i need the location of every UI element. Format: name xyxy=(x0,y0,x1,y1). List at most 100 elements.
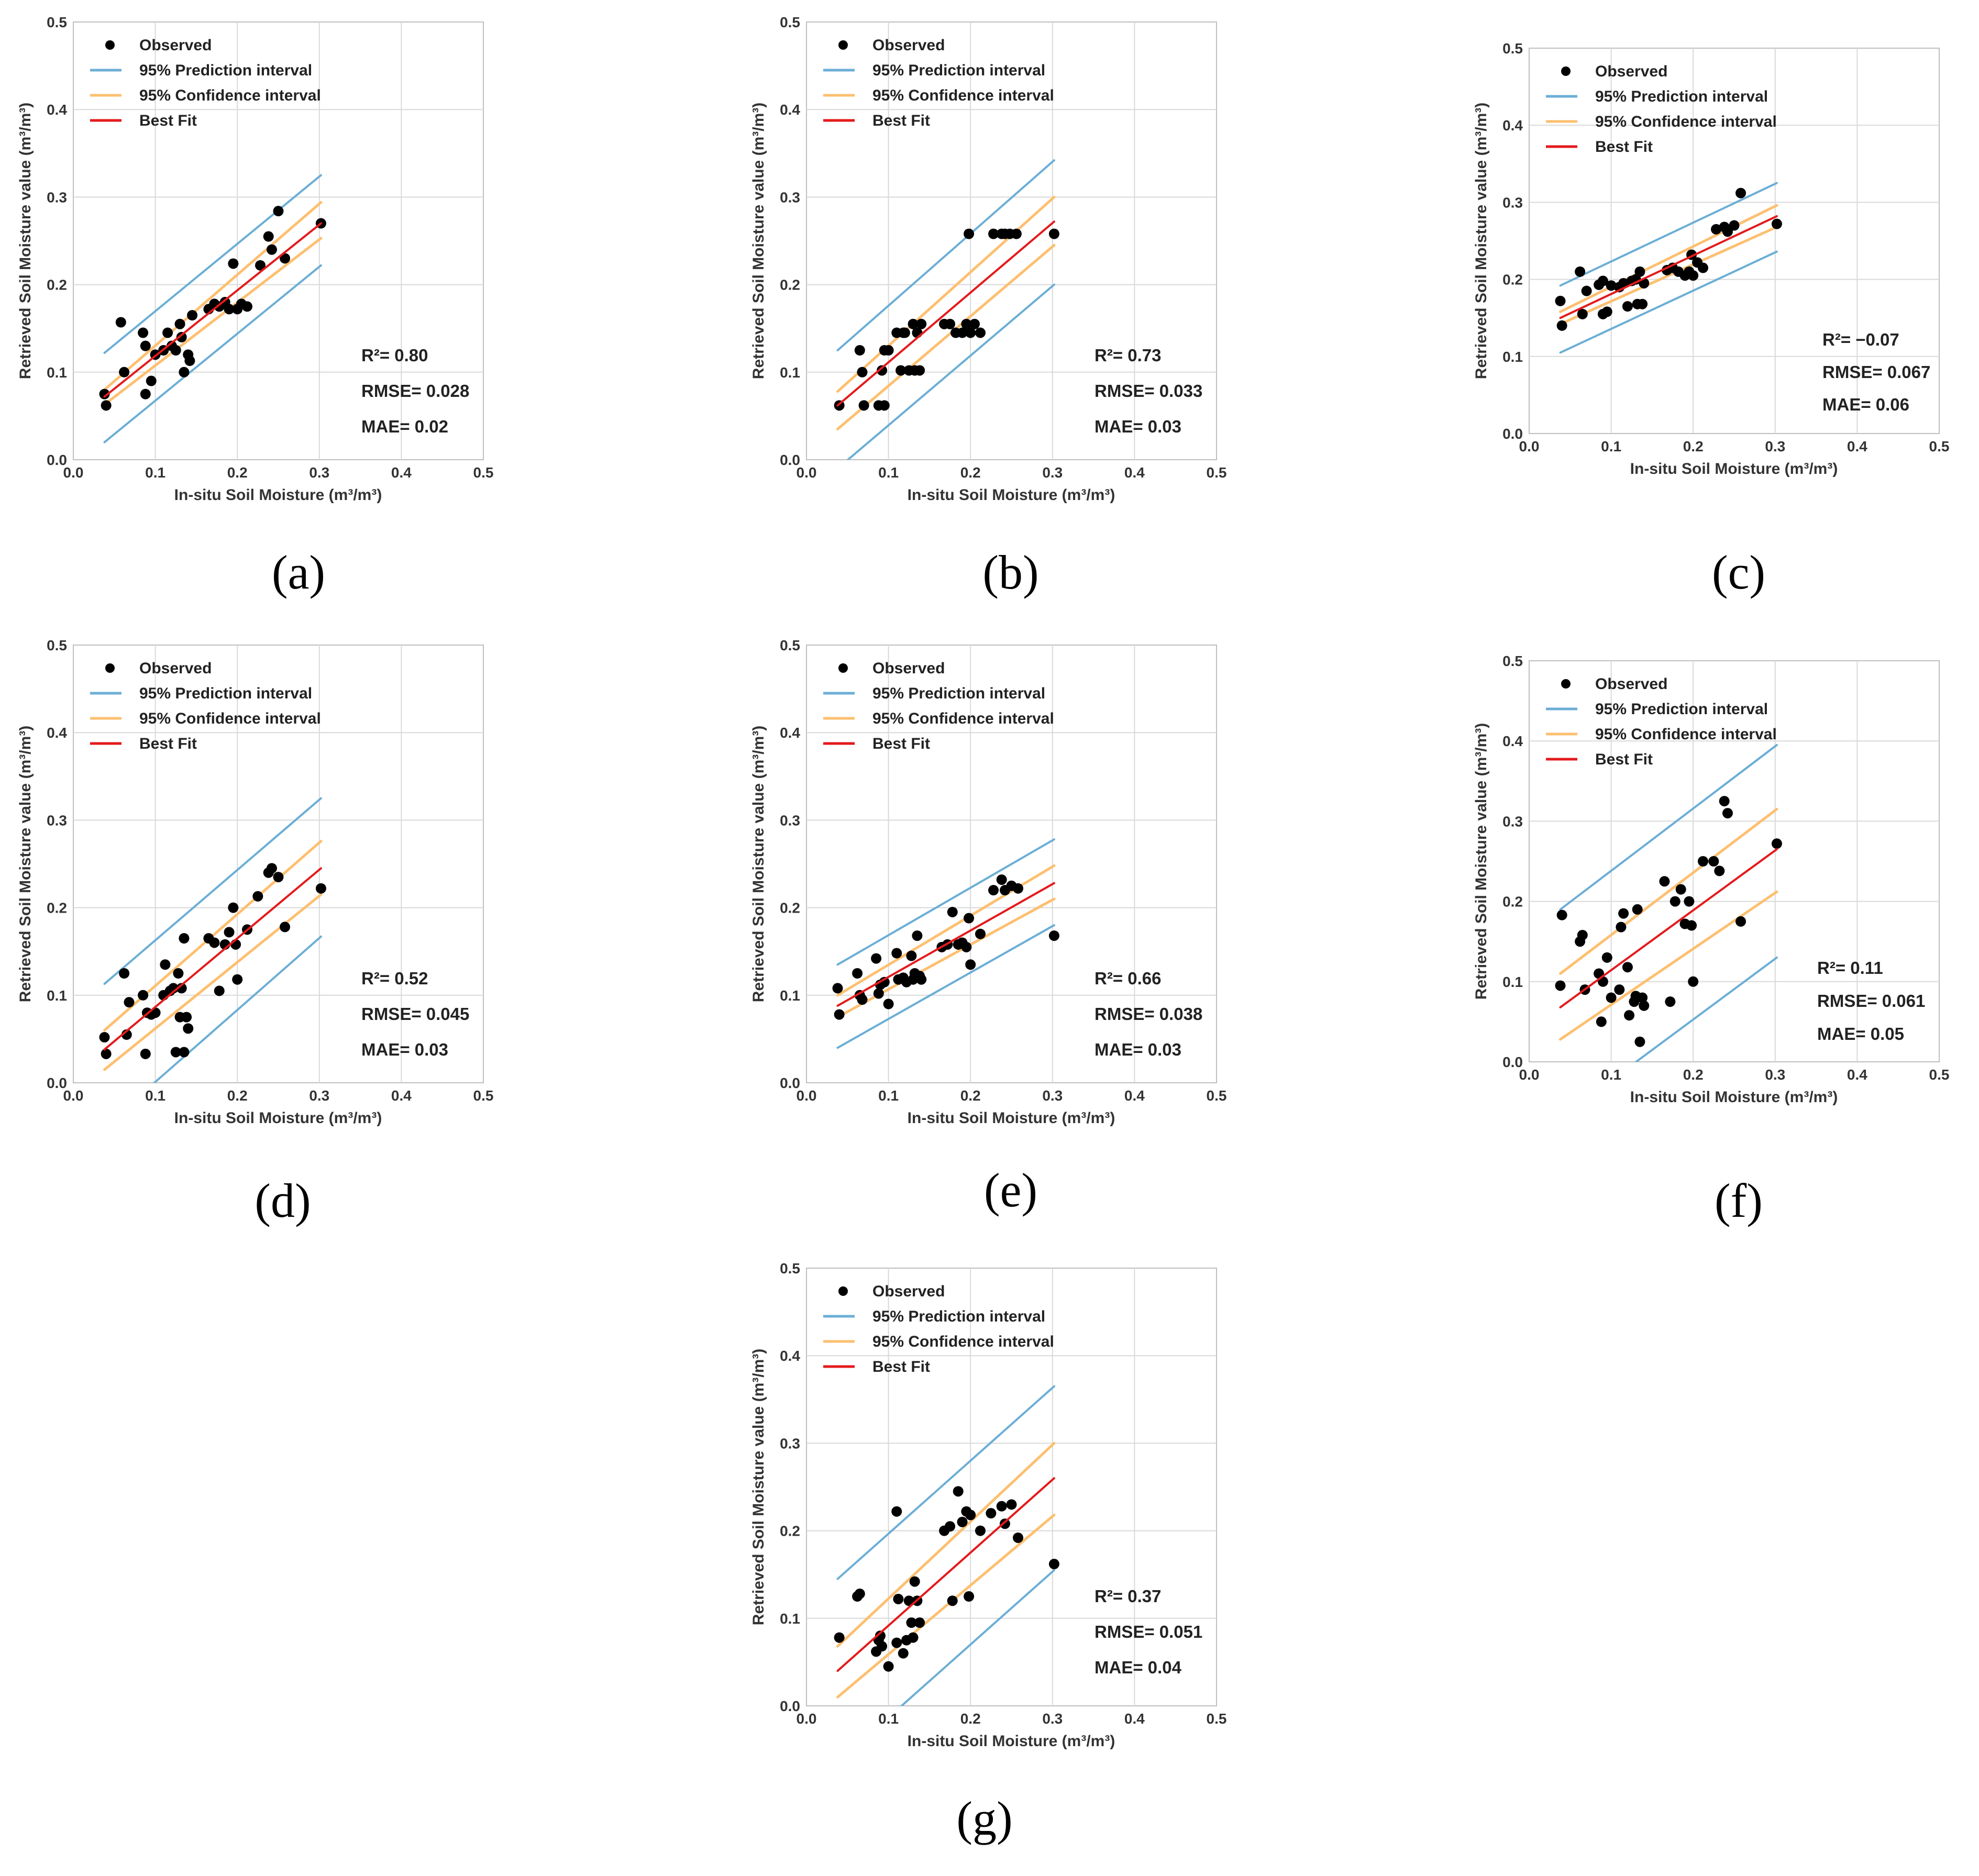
best-fit-line xyxy=(1559,848,1778,1008)
legend-confidence-label: 95% Confidence interval xyxy=(872,1333,1054,1350)
y-tick-label: 0.4 xyxy=(47,725,67,741)
legend-observed-marker xyxy=(1561,679,1571,689)
x-tick-label: 0.3 xyxy=(1042,464,1063,481)
observed-point xyxy=(909,1576,920,1587)
observed-point xyxy=(908,318,919,329)
mae-stat: MAE= 0.03 xyxy=(1094,417,1181,436)
tick-labels: 0.0 0.1 0.2 0.3 0.4 0.5 0.0 0.1 0.2 0.3 0.4 0.5 xyxy=(1502,653,1949,1083)
observed-point xyxy=(1622,301,1633,312)
observed-point xyxy=(891,1506,902,1517)
observed-point xyxy=(224,304,235,315)
legend: Observed 95% Prediction interval 95% Con… xyxy=(90,37,321,129)
prediction-lower-line xyxy=(152,935,322,1083)
prediction-lower-line xyxy=(103,264,322,443)
observed-point xyxy=(947,906,958,917)
y-tick-label: 0.5 xyxy=(780,637,800,653)
y-axis-title: Retrieved Soil Moisture value (m³/m³) xyxy=(17,103,34,379)
observed-point xyxy=(138,990,149,1001)
chart-panel-d: 0.0 0.1 0.2 0.3 0.4 0.5 0.0 0.1 0.2 0.3 0.4 0.5 In-… xyxy=(17,637,493,1127)
legend-observed-label: Observed xyxy=(139,37,212,54)
observed-point xyxy=(170,1047,181,1058)
observed-point xyxy=(1048,930,1059,941)
observed-point xyxy=(1575,266,1586,277)
observed-point xyxy=(1659,876,1670,887)
observed-point xyxy=(1675,884,1686,895)
observed-point xyxy=(1616,922,1627,933)
y-axis-title: Retrieved Soil Moisture value (m³/m³) xyxy=(750,103,767,379)
prediction-upper-line xyxy=(103,174,322,354)
y-axis-title: Retrieved Soil Moisture value (m³/m³) xyxy=(750,1349,767,1625)
observed-point xyxy=(1606,992,1617,1003)
x-tick-label: 0.0 xyxy=(1519,438,1540,454)
observed-point xyxy=(916,318,927,329)
observed-point xyxy=(252,891,263,902)
observed-point xyxy=(228,902,239,913)
y-tick-label: 0.4 xyxy=(1502,117,1523,134)
observed-point xyxy=(176,983,187,994)
y-axis-title: Retrieved Soil Moisture value (m³/m³) xyxy=(1473,103,1490,379)
observed-point xyxy=(1697,262,1708,273)
observed-point xyxy=(266,244,277,255)
observed-point xyxy=(975,928,986,939)
observed-point xyxy=(834,1632,845,1643)
y-tick-label: 0.1 xyxy=(1502,974,1523,990)
observed-point xyxy=(1555,980,1566,991)
observed-point xyxy=(1714,865,1725,876)
legend-confidence-label: 95% Confidence interval xyxy=(139,87,321,104)
panel-caption-e: (e) xyxy=(983,1163,1038,1217)
observed-point xyxy=(854,345,865,356)
panel-caption-a: (a) xyxy=(271,546,326,599)
best-fit-line xyxy=(836,1477,1055,1672)
x-axis-title: In-situ Soil Moisture (m³/m³) xyxy=(908,1109,1115,1127)
mae-stat: MAE= 0.03 xyxy=(361,1040,448,1059)
observed-point xyxy=(857,367,868,378)
observed-point xyxy=(115,317,126,328)
y-tick-label: 0.5 xyxy=(47,637,67,653)
observed-point xyxy=(914,1617,925,1628)
panel-caption-b: (b) xyxy=(982,546,1039,599)
rmse-stat: RMSE= 0.061 xyxy=(1817,991,1925,1011)
legend: Observed 95% Prediction interval 95% Con… xyxy=(823,660,1054,752)
observed-point xyxy=(961,318,972,329)
legend-prediction-label: 95% Prediction interval xyxy=(872,62,1045,79)
observed-point xyxy=(1606,280,1617,291)
legend: Observed 95% Prediction interval 95% Con… xyxy=(823,1283,1054,1375)
y-tick-label: 0.1 xyxy=(1502,349,1523,365)
x-tick-label: 0.2 xyxy=(960,1087,981,1104)
prediction-lower-line xyxy=(900,1569,1055,1706)
observed-point xyxy=(1581,285,1592,296)
observed-point xyxy=(119,367,130,378)
observed-point xyxy=(883,345,894,356)
y-tick-label: 0.5 xyxy=(780,14,800,30)
y-tick-label: 0.0 xyxy=(47,452,67,468)
chart-panel-b: 0.0 0.1 0.2 0.3 0.4 0.5 0.0 0.1 0.2 0.3 0.4 0.5 In-… xyxy=(750,14,1226,504)
observed-point xyxy=(1013,883,1024,894)
x-tick-label: 0.1 xyxy=(1601,438,1621,454)
x-tick-label: 0.3 xyxy=(1042,1711,1063,1727)
observed-point xyxy=(945,318,956,329)
chart-panel-a: 0.0 0.1 0.2 0.3 0.4 0.5 0.0 0.1 0.2 0.3 0.4 0.5 In-… xyxy=(17,14,493,504)
x-axis-title: In-situ Soil Moisture (m³/m³) xyxy=(908,1733,1115,1750)
observed-point xyxy=(914,365,925,376)
chart-marks xyxy=(832,838,1059,1049)
observed-point xyxy=(280,922,291,933)
observed-point xyxy=(999,1518,1010,1529)
x-tick-label: 0.0 xyxy=(63,1087,84,1104)
observed-point xyxy=(1670,896,1681,907)
rmse-stat: RMSE= 0.033 xyxy=(1094,381,1202,401)
y-tick-label: 0.2 xyxy=(780,1523,800,1539)
legend-observed-marker xyxy=(105,40,115,50)
grid-lines xyxy=(1529,48,1939,434)
x-tick-label: 0.4 xyxy=(1124,464,1145,481)
y-tick-label: 0.4 xyxy=(1502,733,1523,749)
legend-observed-label: Observed xyxy=(872,660,945,677)
observed-point xyxy=(1597,275,1608,286)
observed-point xyxy=(895,365,906,376)
observed-point xyxy=(119,968,130,979)
plot-area xyxy=(1529,660,1940,1062)
observed-point xyxy=(1011,228,1022,239)
y-tick-label: 0.1 xyxy=(780,364,800,381)
observed-point xyxy=(241,301,252,312)
legend-observed-marker xyxy=(838,1286,848,1296)
y-tick-label: 0.5 xyxy=(1502,40,1523,57)
